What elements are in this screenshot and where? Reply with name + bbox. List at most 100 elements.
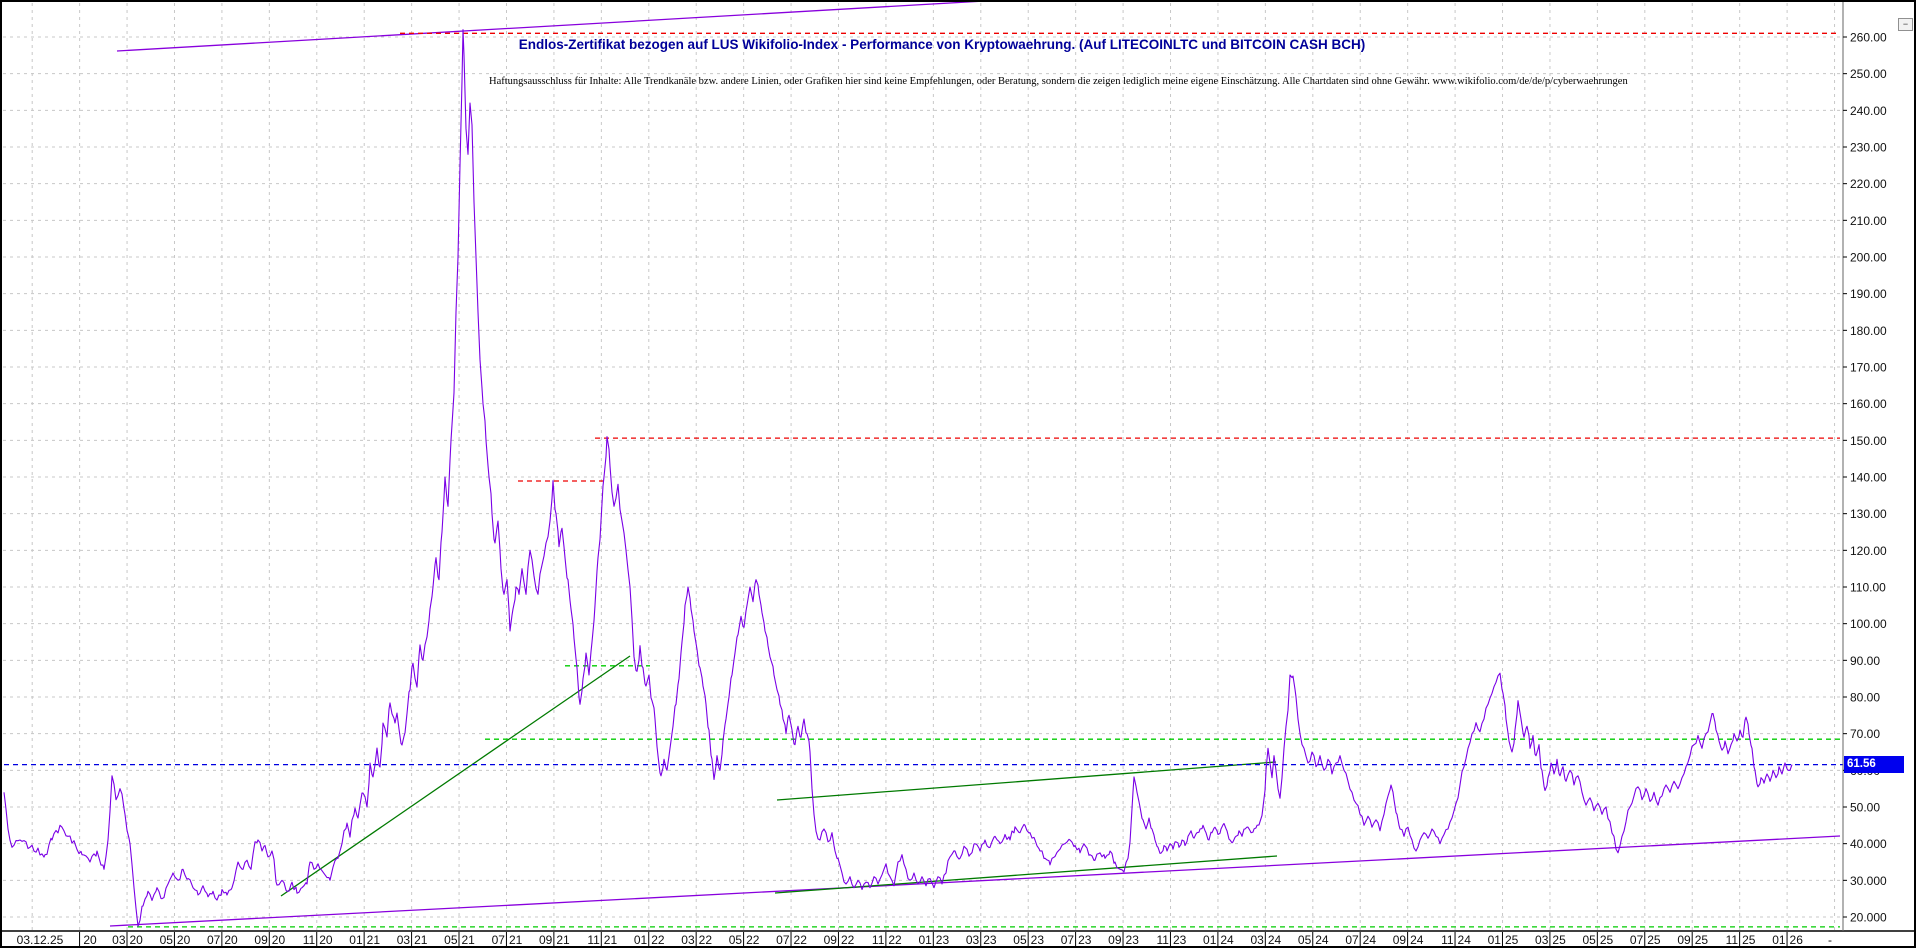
x-axis-label: 25 xyxy=(1742,933,1756,947)
x-axis-label: 24 xyxy=(1363,933,1377,947)
x-axis-label: 03 xyxy=(1250,933,1264,947)
x-axis-label: 23 xyxy=(1126,933,1140,947)
x-axis-label: 05 xyxy=(729,933,743,947)
x-axis-label: 09 xyxy=(1108,933,1122,947)
x-axis-label: 07 xyxy=(1345,933,1359,947)
x-axis-label: 01 xyxy=(1488,933,1502,947)
x-axis-label: 01 xyxy=(918,933,932,947)
x-axis-label: 20 xyxy=(224,933,238,947)
x-axis-label: 21 xyxy=(556,933,570,947)
y-axis-label: 50.00 xyxy=(1850,801,1880,815)
x-axis-label: 22 xyxy=(746,933,760,947)
x-axis-label: 01 xyxy=(349,933,363,947)
x-axis-label: 20 xyxy=(83,933,97,947)
x-axis-label: 24 xyxy=(1458,933,1472,947)
x-axis-label: 05 xyxy=(1582,933,1596,947)
y-axis-label: 110.00 xyxy=(1850,581,1886,595)
x-axis-label: 05 xyxy=(1013,933,1027,947)
x-axis-label: 23 xyxy=(1173,933,1187,947)
y-axis-label: 200.00 xyxy=(1850,251,1887,265)
x-axis-label: 09 xyxy=(539,933,553,947)
chart-title: Endlos-Zertifikat bezogen auf LUS Wikifo… xyxy=(518,37,1366,52)
x-axis-label: 03 xyxy=(681,933,695,947)
last-price-badge: 61.56 xyxy=(1844,756,1904,773)
price-line xyxy=(3,29,1793,927)
green-trendline-2022-2024-upper xyxy=(776,761,1277,801)
x-axis-label: 09 xyxy=(1393,933,1407,947)
y-axis-label: 210.00 xyxy=(1850,214,1887,228)
x-axis-label: 01 xyxy=(1772,933,1786,947)
y-axis-label: 130.00 xyxy=(1850,507,1887,521)
y-axis-label: 230.00 xyxy=(1850,141,1887,155)
x-axis-label: 22 xyxy=(794,933,808,947)
y-axis-label: 170.00 xyxy=(1850,361,1887,375)
y-axis-label: 80.00 xyxy=(1850,691,1880,705)
x-axis-label: 07 xyxy=(776,933,790,947)
x-axis-label: 09 xyxy=(824,933,838,947)
upper-channel-line xyxy=(116,2,979,52)
green-trendline-2022-2024-lower xyxy=(774,855,1278,894)
x-axis-label: 03 xyxy=(397,933,411,947)
grid-lines xyxy=(3,3,1843,930)
y-axis-label: 140.00 xyxy=(1850,471,1887,485)
y-axis-label: 190.00 xyxy=(1850,287,1887,301)
x-axis-label: 07 xyxy=(207,933,221,947)
x-axis-label: 21 xyxy=(462,933,476,947)
x-axis-label: 23 xyxy=(1078,933,1092,947)
x-axis-label: 03 xyxy=(112,933,126,947)
x-axis-label: 22 xyxy=(699,933,713,947)
x-axis-label: 11 xyxy=(587,933,600,947)
y-axis-label: 100.00 xyxy=(1850,617,1887,631)
x-axis-label: 11 xyxy=(1726,933,1739,947)
y-axis-label: 70.00 xyxy=(1850,727,1880,741)
x-axis-label: 11 xyxy=(1156,933,1169,947)
x-axis-label: 25 xyxy=(1695,933,1709,947)
x-axis-label: - xyxy=(1828,933,1832,947)
x-axis-label: 26 xyxy=(1790,933,1804,947)
y-axis-label: 250.00 xyxy=(1850,67,1887,81)
x-axis-label: 24 xyxy=(1268,933,1282,947)
x-axis-label: 01 xyxy=(1203,933,1217,947)
x-axis-label: 22 xyxy=(651,933,665,947)
x-axis-label: 23 xyxy=(983,933,997,947)
x-axis-label: 05 xyxy=(1298,933,1312,947)
x-axis-label: 25 xyxy=(1647,933,1661,947)
x-axis-label: 05 xyxy=(160,933,174,947)
x-axis-label: 24 xyxy=(1410,933,1424,947)
x-axis-label: 01 xyxy=(634,933,648,947)
x-axis-label: 03 xyxy=(1535,933,1549,947)
x-axis-label: 03.12.25 xyxy=(17,933,64,947)
x-axis-label: 11 xyxy=(1441,933,1454,947)
y-axis-label: 220.00 xyxy=(1850,177,1887,191)
y-axis-label: 240.00 xyxy=(1850,104,1887,118)
y-axis-label: 90.00 xyxy=(1850,654,1880,668)
y-axis-label: 150.00 xyxy=(1850,434,1887,448)
x-axis-label: 23 xyxy=(936,933,950,947)
x-axis-label: 05 xyxy=(444,933,458,947)
x-axis-labels: 03.12.25 20 03 20 05 20 07 20 09 20 11 20 01 21 03 21 05… xyxy=(17,932,1832,947)
y-axis-label: 20.000 xyxy=(1850,911,1887,925)
axis-collapse-button[interactable]: − xyxy=(1898,18,1913,31)
x-axis-label: 25 xyxy=(1552,933,1566,947)
x-axis-label: 09 xyxy=(254,933,268,947)
chart-disclaimer: Haftungsausschluss für Inhalte: Alle Tre… xyxy=(489,76,1628,87)
x-axis-label: 11 xyxy=(303,933,316,947)
y-axis-label: 40.000 xyxy=(1850,837,1887,851)
x-axis-label: 20 xyxy=(130,933,144,947)
x-axis-label: 25 xyxy=(1600,933,1614,947)
x-axis-label: 24 xyxy=(1220,933,1234,947)
x-axis-label: 07 xyxy=(1630,933,1644,947)
green-trendline-2020-2021 xyxy=(280,655,631,897)
x-axis-label: 07 xyxy=(1061,933,1075,947)
x-axis-label: 03 xyxy=(966,933,980,947)
x-axis-label: 20 xyxy=(272,933,286,947)
x-axis-label: 21 xyxy=(367,933,381,947)
x-axis-label: 22 xyxy=(888,933,902,947)
x-axis-label: 07 xyxy=(492,933,506,947)
x-axis-label: 22 xyxy=(841,933,855,947)
lower-channel-line xyxy=(109,835,1841,927)
x-axis-label: 11 xyxy=(872,933,885,947)
